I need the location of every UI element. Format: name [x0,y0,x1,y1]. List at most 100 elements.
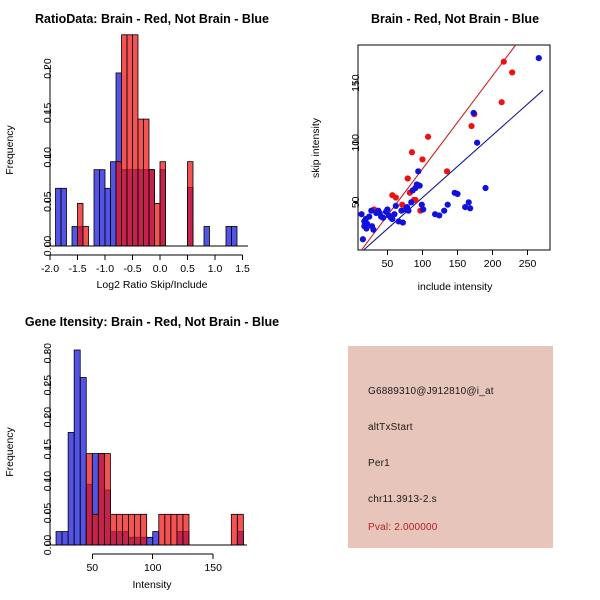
intensity-scatter-point [399,219,406,226]
intensity-scatter-title: Brain - Red, Not Brain - Blue [371,12,539,26]
gene-intensity-histogram-y-tick-label: 0.20 [42,407,54,428]
gene-intensity-histogram-ylabel: Frequency [4,426,16,476]
ratio-histogram-bar [115,161,122,247]
gene-info-card: G6889310@J912810@i_at altTxStart Per1 ch… [348,346,553,548]
ratio-histogram-bar [187,161,194,247]
ratio-histogram-x-tick-label: 0.5 [180,263,195,275]
gene-intensity-histogram-bar [55,531,63,546]
intensity-scatter-point [436,212,443,219]
gene-intensity-histogram-y-tick-label: 0.05 [42,503,54,524]
gene-intensity-histogram-bar [230,513,238,546]
intensity-scatter-point [441,207,448,214]
intensity-scatter-point [498,99,505,106]
intensity-scatter-ylabel: skip intensity [310,117,322,178]
ratio-histogram-x-tick-label: -1.0 [96,263,114,275]
ratio-histogram-bar [82,226,89,247]
intensity-scatter-point [392,202,399,210]
gene-intensity-histogram-y-tick-label: 0.00 [42,535,54,556]
gene-intensity-histogram-y-tick-label: 0.30 [42,343,54,364]
ratio-histogram-y-tick-label: 0.10 [42,147,54,168]
intensity-scatter-point [363,225,370,232]
intensity-scatter-point [405,207,412,214]
ratio-histogram-bar [148,169,155,247]
intensity-scatter-point [408,149,416,156]
ratio-histogram-bar [225,226,232,247]
intensity-scatter-panel: Brain - Red, Not Brain - Blue include in… [300,0,600,300]
intensity-scatter-y-tick-label: 100 [350,134,362,152]
intensity-scatter-point [368,207,375,214]
intensity-scatter-point [419,156,426,163]
gene-intensity-histogram-bar [128,513,136,546]
intensity-scatter-point [380,214,387,221]
intensity-scatter-svg: Brain - Red, Not Brain - Blue include in… [310,12,551,293]
gene-intensity-histogram-bar [110,513,117,546]
ratio-histogram-svg: RatioData: Brain - Red, Not Brain - Blue… [4,12,269,291]
event-type-text: altTxStart [368,422,413,433]
gene-intensity-histogram-x-tick-label: 100 [144,562,162,574]
ratio-histogram-bar [231,226,238,247]
ratio-histogram-bar [143,118,150,247]
ratio-histogram-bar [137,118,144,247]
ratio-histogram-bar [93,169,100,247]
intensity-scatter-point [462,203,469,211]
probe-id-text: G6889310@J912810@i_at [368,386,494,397]
gene-intensity-histogram-bar [67,432,75,546]
intensity-scatter-x-tick-label: 250 [519,258,537,270]
intensity-scatter-point [474,139,481,146]
gene-intensity-histogram-xlabel: Intensity [132,579,172,591]
gene-info-panel: G6889310@J912810@i_at altTxStart Per1 ch… [300,300,600,600]
intensity-scatter-plot-frame [357,44,551,251]
intensity-scatter-point [370,226,377,233]
ratio-histogram-panel: RatioData: Brain - Red, Not Brain - Blue… [0,0,300,300]
intensity-scatter-y-tick-label: 50 [350,196,362,208]
intensity-scatter-point [359,236,367,243]
intensity-scatter-point [468,122,475,130]
ratio-histogram-bar [121,34,128,247]
gene-intensity-histogram-bar [158,513,166,546]
gene-intensity-histogram-bar [122,513,129,546]
ratio-histogram-bar [104,187,111,247]
ratio-histogram-ylabel: Frequency [4,124,16,174]
gene-intensity-histogram-svg: Gene Itensity: Brain - Red, Not Brain - … [4,315,279,591]
intensity-scatter-point [358,211,365,218]
gene-intensity-histogram-bar [164,513,172,546]
intensity-scatter-fit-line-not-brain [363,89,544,250]
ratio-histogram-bar [110,161,117,247]
ratio-histogram-bar [154,202,161,247]
intensity-scatter-point [500,58,507,65]
intensity-scatter-point [470,109,477,117]
gene-intensity-histogram-bar [140,513,148,546]
ratio-histogram-bar [132,34,139,247]
locus-text: chr11.3913-2.s [368,494,437,505]
gene-intensity-histogram-bar [85,453,93,546]
gene-intensity-histogram-bar [61,531,69,546]
ratio-histogram-bar [159,161,166,247]
intensity-scatter-point [392,194,399,201]
gene-intensity-histogram-bar [97,453,105,546]
intensity-scatter-plot-area: 50 100 150 50 100 150 200 250 [350,44,551,270]
ratio-histogram-bar [203,226,210,247]
ratio-histogram-y-tick-label: 0.00 [42,236,54,257]
gene-intensity-histogram-title: Gene Itensity: Brain - Red, Not Brain - … [25,315,279,329]
ratio-histogram-bar [77,202,84,247]
gene-intensity-histogram-bar [103,453,111,546]
intensity-scatter-xlabel: include intensity [418,281,493,293]
ratio-histogram-x-tick-label: 0.0 [153,263,168,275]
intensity-scatter-point [389,215,396,223]
ratio-histogram-bar [60,187,67,247]
pval-text: Pval: 2.000000 [368,522,438,533]
gene-intensity-histogram-bar [73,349,81,546]
gene-intensity-histogram-bar [79,377,87,546]
gene-intensity-histogram-bar [176,513,184,546]
ratio-histogram-bar [126,34,133,247]
intensity-scatter-point [443,168,451,175]
gene-symbol-text: Per1 [368,458,390,469]
gene-intensity-histogram-panel: Gene Itensity: Brain - Red, Not Brain - … [0,300,300,600]
intensity-scatter-point [420,206,427,213]
gene-intensity-histogram-bar [134,513,142,546]
ratio-histogram-bar [71,226,78,247]
ratio-histogram-x-tick-label: 1.0 [208,263,223,275]
gene-intensity-histogram-x-tick-label: 50 [86,562,98,574]
intensity-scatter-point [364,220,371,227]
ratio-histogram-plot-area: 0.00 0.05 0.10 0.15 0.20 -2.0 -1.5 -1.0 -0.5 0.0 0… [41,34,250,275]
